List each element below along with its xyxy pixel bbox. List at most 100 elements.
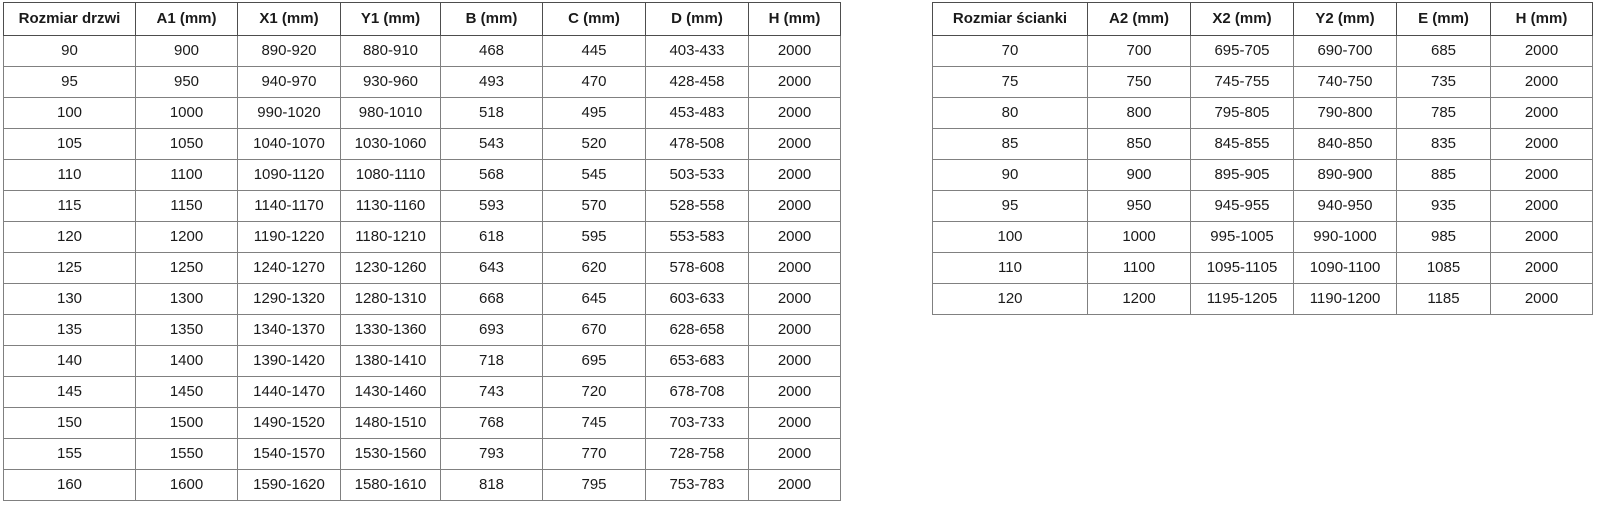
doors-cell-r9-c5: 670 xyxy=(542,314,646,346)
doors-cell-r7-c3: 1230-1260 xyxy=(340,252,441,284)
doors-cell-r11-c4: 743 xyxy=(440,376,543,408)
doors-cell-r9-c3: 1330-1360 xyxy=(340,314,441,346)
doors-cell-r8-c3: 1280-1310 xyxy=(340,283,441,315)
doors-cell-r3-c2: 1040-1070 xyxy=(237,128,341,160)
wall-cell-r5-c4: 935 xyxy=(1396,190,1491,222)
table-row: 135 1350 1340-1370 1330-1360 693 670 628-658 20… xyxy=(3,314,841,346)
doors-cell-r10-c4: 718 xyxy=(440,345,543,377)
doors-cell-r9-c2: 1340-1370 xyxy=(237,314,341,346)
wall-cell-r4-c5: 2000 xyxy=(1490,159,1593,191)
doors-cell-r11-c0: 145 xyxy=(3,376,136,408)
wall-cell-r3-c0: 85 xyxy=(932,128,1088,160)
doors-header-row: Rozmiar drzwi A1 (mm) X1 (mm) Y1 (mm) B (mm)… xyxy=(3,2,841,36)
wall-cell-r5-c3: 940-950 xyxy=(1293,190,1397,222)
doors-cell-r10-c7: 2000 xyxy=(748,345,841,377)
doors-cell-r14-c3: 1580-1610 xyxy=(340,469,441,501)
wall-cell-r1-c5: 2000 xyxy=(1490,66,1593,98)
wall-cell-r1-c3: 740-750 xyxy=(1293,66,1397,98)
doors-cell-r8-c1: 1300 xyxy=(135,283,238,315)
doors-cell-r6-c0: 120 xyxy=(3,221,136,253)
doors-cell-r14-c2: 1590-1620 xyxy=(237,469,341,501)
doors-cell-r1-c4: 493 xyxy=(440,66,543,98)
wall-cell-r7-c2: 1095-1105 xyxy=(1190,252,1294,284)
table-row: 95 950 945-955 940-950 935 2000 xyxy=(932,190,1593,222)
doors-cell-r2-c4: 518 xyxy=(440,97,543,129)
doors-cell-r12-c0: 150 xyxy=(3,407,136,439)
wall-cell-r8-c5: 2000 xyxy=(1490,283,1593,315)
wall-cell-r2-c4: 785 xyxy=(1396,97,1491,129)
doors-cell-r4-c7: 2000 xyxy=(748,159,841,191)
doors-cell-r5-c4: 593 xyxy=(440,190,543,222)
wall-cell-r8-c3: 1190-1200 xyxy=(1293,283,1397,315)
table-row: 100 1000 995-1005 990-1000 985 2000 xyxy=(932,221,1593,253)
doors-cell-r1-c7: 2000 xyxy=(748,66,841,98)
wall-cell-r2-c0: 80 xyxy=(932,97,1088,129)
doors-cell-r11-c5: 720 xyxy=(542,376,646,408)
wall-cell-r5-c2: 945-955 xyxy=(1190,190,1294,222)
doors-cell-r5-c3: 1130-1160 xyxy=(340,190,441,222)
doors-cell-r13-c5: 770 xyxy=(542,438,646,470)
doors-cell-r14-c5: 795 xyxy=(542,469,646,501)
doors-cell-r9-c7: 2000 xyxy=(748,314,841,346)
doors-cell-r7-c6: 578-608 xyxy=(645,252,749,284)
wall-cell-r7-c0: 110 xyxy=(932,252,1088,284)
doors-cell-r13-c4: 793 xyxy=(440,438,543,470)
table-row: 100 1000 990-1020 980-1010 518 495 453-483 2000 xyxy=(3,97,841,129)
doors-cell-r3-c0: 105 xyxy=(3,128,136,160)
doors-cell-r6-c4: 618 xyxy=(440,221,543,253)
doors-cell-r14-c0: 160 xyxy=(3,469,136,501)
table-row: 125 1250 1240-1270 1230-1260 643 620 578-608 20… xyxy=(3,252,841,284)
wall-dimensions-table: Rozmiar ścianki A2 (mm) X2 (mm) Y2 (mm) E (m… xyxy=(932,2,1593,315)
doors-cell-r4-c1: 1100 xyxy=(135,159,238,191)
doors-cell-r4-c0: 110 xyxy=(3,159,136,191)
doors-cell-r11-c2: 1440-1470 xyxy=(237,376,341,408)
doors-cell-r7-c4: 643 xyxy=(440,252,543,284)
table-row: 80 800 795-805 790-800 785 2000 xyxy=(932,97,1593,129)
table-row: 155 1550 1540-1570 1530-1560 793 770 728-758 20… xyxy=(3,438,841,470)
wall-cell-r7-c1: 1100 xyxy=(1087,252,1191,284)
doors-cell-r10-c2: 1390-1420 xyxy=(237,345,341,377)
table-row: 110 1100 1095-1105 1090-1100 1085 2000 xyxy=(932,252,1593,284)
doors-cell-r0-c0: 90 xyxy=(3,35,136,67)
doors-cell-r3-c7: 2000 xyxy=(748,128,841,160)
doors-cell-r13-c0: 155 xyxy=(3,438,136,470)
wall-cell-r6-c2: 995-1005 xyxy=(1190,221,1294,253)
wall-cell-r1-c2: 745-755 xyxy=(1190,66,1294,98)
wall-col-header-5: H (mm) xyxy=(1490,2,1593,36)
doors-col-header-1: A1 (mm) xyxy=(135,2,238,36)
wall-cell-r2-c5: 2000 xyxy=(1490,97,1593,129)
wall-cell-r2-c2: 795-805 xyxy=(1190,97,1294,129)
doors-cell-r10-c0: 140 xyxy=(3,345,136,377)
table-row: 75 750 745-755 740-750 735 2000 xyxy=(932,66,1593,98)
doors-cell-r7-c2: 1240-1270 xyxy=(237,252,341,284)
doors-cell-r9-c1: 1350 xyxy=(135,314,238,346)
doors-cell-r5-c0: 115 xyxy=(3,190,136,222)
doors-cell-r8-c6: 603-633 xyxy=(645,283,749,315)
wall-cell-r0-c1: 700 xyxy=(1087,35,1191,67)
doors-cell-r12-c3: 1480-1510 xyxy=(340,407,441,439)
wall-table-container: Rozmiar ścianki A2 (mm) X2 (mm) Y2 (mm) E (m… xyxy=(932,2,1593,315)
doors-col-header-4: B (mm) xyxy=(440,2,543,36)
doors-cell-r13-c7: 2000 xyxy=(748,438,841,470)
doors-cell-r9-c6: 628-658 xyxy=(645,314,749,346)
doors-cell-r2-c7: 2000 xyxy=(748,97,841,129)
doors-col-header-2: X1 (mm) xyxy=(237,2,341,36)
wall-cell-r8-c2: 1195-1205 xyxy=(1190,283,1294,315)
doors-col-header-0: Rozmiar drzwi xyxy=(3,2,136,36)
wall-cell-r5-c0: 95 xyxy=(932,190,1088,222)
table-row: 90 900 895-905 890-900 885 2000 xyxy=(932,159,1593,191)
doors-col-header-5: C (mm) xyxy=(542,2,646,36)
table-row: 85 850 845-855 840-850 835 2000 xyxy=(932,128,1593,160)
doors-cell-r8-c2: 1290-1320 xyxy=(237,283,341,315)
wall-cell-r8-c0: 120 xyxy=(932,283,1088,315)
doors-cell-r12-c7: 2000 xyxy=(748,407,841,439)
doors-cell-r0-c3: 880-910 xyxy=(340,35,441,67)
wall-col-header-4: E (mm) xyxy=(1396,2,1491,36)
doors-cell-r11-c1: 1450 xyxy=(135,376,238,408)
doors-cell-r6-c7: 2000 xyxy=(748,221,841,253)
doors-cell-r6-c5: 595 xyxy=(542,221,646,253)
doors-cell-r8-c7: 2000 xyxy=(748,283,841,315)
doors-cell-r2-c3: 980-1010 xyxy=(340,97,441,129)
doors-cell-r9-c4: 693 xyxy=(440,314,543,346)
